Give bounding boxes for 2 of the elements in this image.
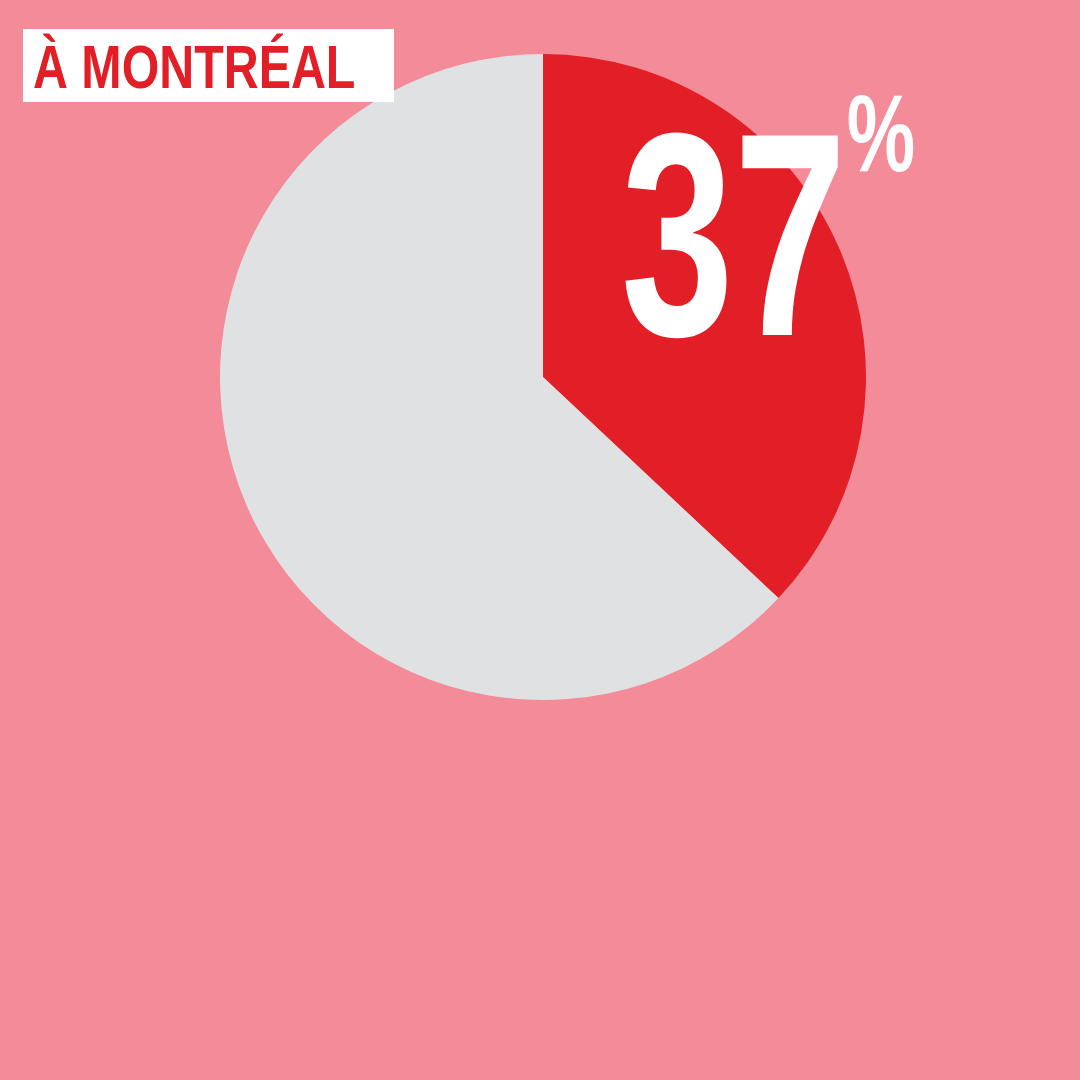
data-label: 37$^{%}$	[620, 70, 916, 397]
chart-title: À MONTRÉAL	[33, 31, 356, 102]
